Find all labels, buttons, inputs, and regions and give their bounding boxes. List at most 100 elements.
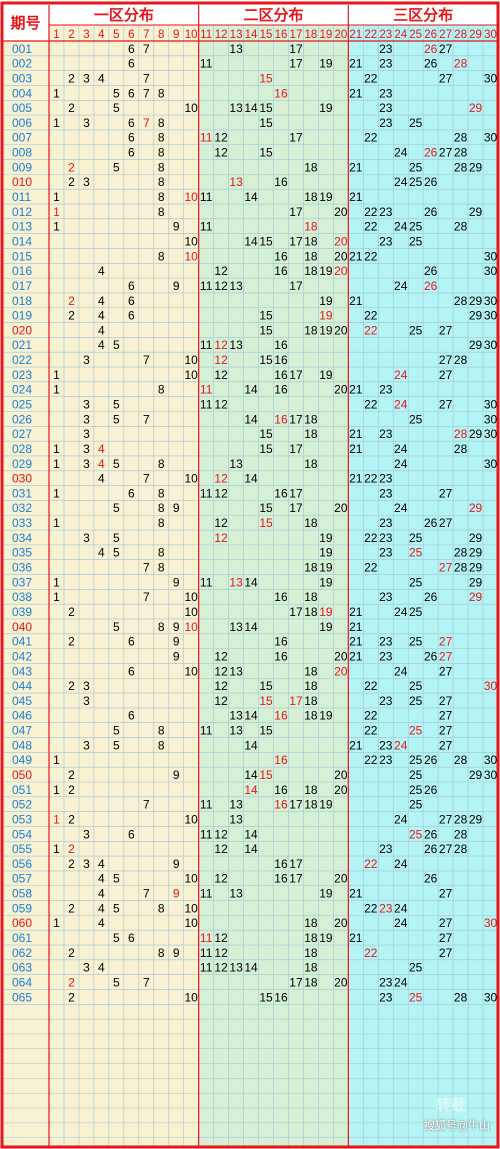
drawn-number: 20 — [334, 264, 348, 278]
drawn-number: 11 — [200, 486, 213, 500]
drawn-number: 24 — [394, 175, 408, 189]
drawn-number: 8 — [158, 546, 165, 560]
column-number-1: 1 — [53, 29, 59, 41]
drawn-number: 22 — [364, 71, 378, 85]
drawn-number: 16 — [274, 649, 288, 663]
drawn-number: 3 — [83, 442, 90, 456]
drawn-number: 3 — [83, 961, 90, 975]
drawn-number: 9 — [173, 620, 180, 634]
drawn-number: 12 — [214, 649, 228, 663]
drawn-number: 28 — [454, 561, 468, 575]
drawn-number: 22 — [364, 901, 378, 915]
column-number-20: 20 — [334, 29, 347, 41]
period-label: 031 — [12, 486, 32, 500]
drawn-number: 30 — [484, 71, 498, 85]
drawn-number: 19 — [319, 620, 333, 634]
drawn-number: 1 — [53, 190, 60, 204]
drawn-number: 15 — [259, 516, 273, 530]
drawn-number: 30 — [484, 249, 498, 263]
drawn-number: 24 — [394, 442, 408, 456]
drawn-number: 29 — [469, 501, 483, 515]
period-label: 048 — [12, 738, 32, 752]
drawn-number: 1 — [53, 812, 60, 826]
drawn-number: 17 — [289, 798, 303, 812]
drawn-number: 21 — [349, 649, 363, 663]
drawn-number: 21 — [349, 160, 363, 174]
drawn-number: 6 — [128, 116, 135, 130]
drawn-number: 23 — [379, 635, 393, 649]
period-label: 036 — [12, 561, 32, 575]
drawn-number: 10 — [185, 872, 199, 886]
drawn-number: 9 — [173, 887, 180, 901]
drawn-number: 15 — [259, 694, 273, 708]
drawn-number: 12 — [214, 664, 228, 678]
drawn-number: 7 — [143, 472, 150, 486]
column-number-3: 3 — [83, 29, 89, 41]
drawn-number: 2 — [68, 990, 75, 1004]
drawn-number: 28 — [454, 753, 468, 767]
drawn-number: 24 — [394, 368, 408, 382]
period-label: 013 — [12, 220, 32, 234]
drawn-number: 4 — [98, 309, 105, 323]
column-number-14: 14 — [245, 29, 258, 41]
drawn-number: 13 — [229, 887, 243, 901]
period-label: 016 — [12, 264, 32, 278]
drawn-number: 27 — [439, 146, 453, 160]
drawn-number: 18 — [304, 694, 318, 708]
drawn-number: 30 — [484, 753, 498, 767]
drawn-number: 16 — [274, 86, 288, 100]
drawn-number: 28 — [454, 546, 468, 560]
drawn-number: 21 — [349, 427, 363, 441]
drawn-number: 12 — [214, 827, 228, 841]
drawn-number: 18 — [304, 946, 318, 960]
drawn-number: 19 — [319, 57, 333, 71]
drawn-number: 4 — [98, 887, 105, 901]
drawn-number: 13 — [229, 812, 243, 826]
drawn-number: 7 — [143, 86, 150, 100]
period-label: 004 — [12, 86, 32, 100]
drawn-number: 23 — [379, 234, 393, 248]
drawn-number: 11 — [200, 220, 213, 234]
zone-header-3: 三区分布 — [393, 6, 453, 24]
drawn-number: 22 — [364, 724, 378, 738]
period-label: 059 — [12, 901, 32, 915]
drawn-number: 12 — [214, 946, 228, 960]
drawn-number: 6 — [128, 486, 135, 500]
drawn-number: 6 — [128, 309, 135, 323]
drawn-number: 29 — [469, 427, 483, 441]
drawn-number: 5 — [113, 160, 120, 174]
drawn-number: 25 — [409, 961, 423, 975]
drawn-number: 7 — [143, 798, 150, 812]
drawn-number: 13 — [229, 620, 243, 634]
drawn-number: 12 — [214, 353, 228, 367]
drawn-number: 12 — [214, 146, 228, 160]
drawn-number: 27 — [439, 635, 453, 649]
drawn-number: 13 — [229, 457, 243, 471]
period-label: 056 — [12, 857, 32, 871]
drawn-number: 25 — [409, 679, 423, 693]
drawn-number: 16 — [274, 635, 288, 649]
drawn-number: 24 — [394, 916, 408, 930]
drawn-number: 24 — [394, 279, 408, 293]
drawn-number: 7 — [143, 353, 150, 367]
drawn-number: 13 — [229, 279, 243, 293]
drawn-number: 3 — [83, 398, 90, 412]
drawn-number: 9 — [173, 635, 180, 649]
drawn-number: 6 — [128, 827, 135, 841]
period-label: 011 — [12, 190, 31, 204]
drawn-number: 12 — [214, 694, 228, 708]
drawn-number: 1 — [53, 220, 60, 234]
drawn-number: 24 — [394, 457, 408, 471]
drawn-number: 13 — [229, 709, 243, 723]
drawn-number: 7 — [143, 71, 150, 85]
drawn-number: 11 — [200, 887, 213, 901]
drawn-number: 5 — [113, 872, 120, 886]
drawn-number: 28 — [454, 442, 468, 456]
drawn-number: 16 — [274, 872, 288, 886]
column-number-12: 12 — [215, 29, 228, 41]
drawn-number: 1 — [53, 457, 60, 471]
drawn-number: 8 — [158, 383, 165, 397]
drawn-number: 17 — [289, 501, 303, 515]
drawn-number: 3 — [83, 679, 90, 693]
